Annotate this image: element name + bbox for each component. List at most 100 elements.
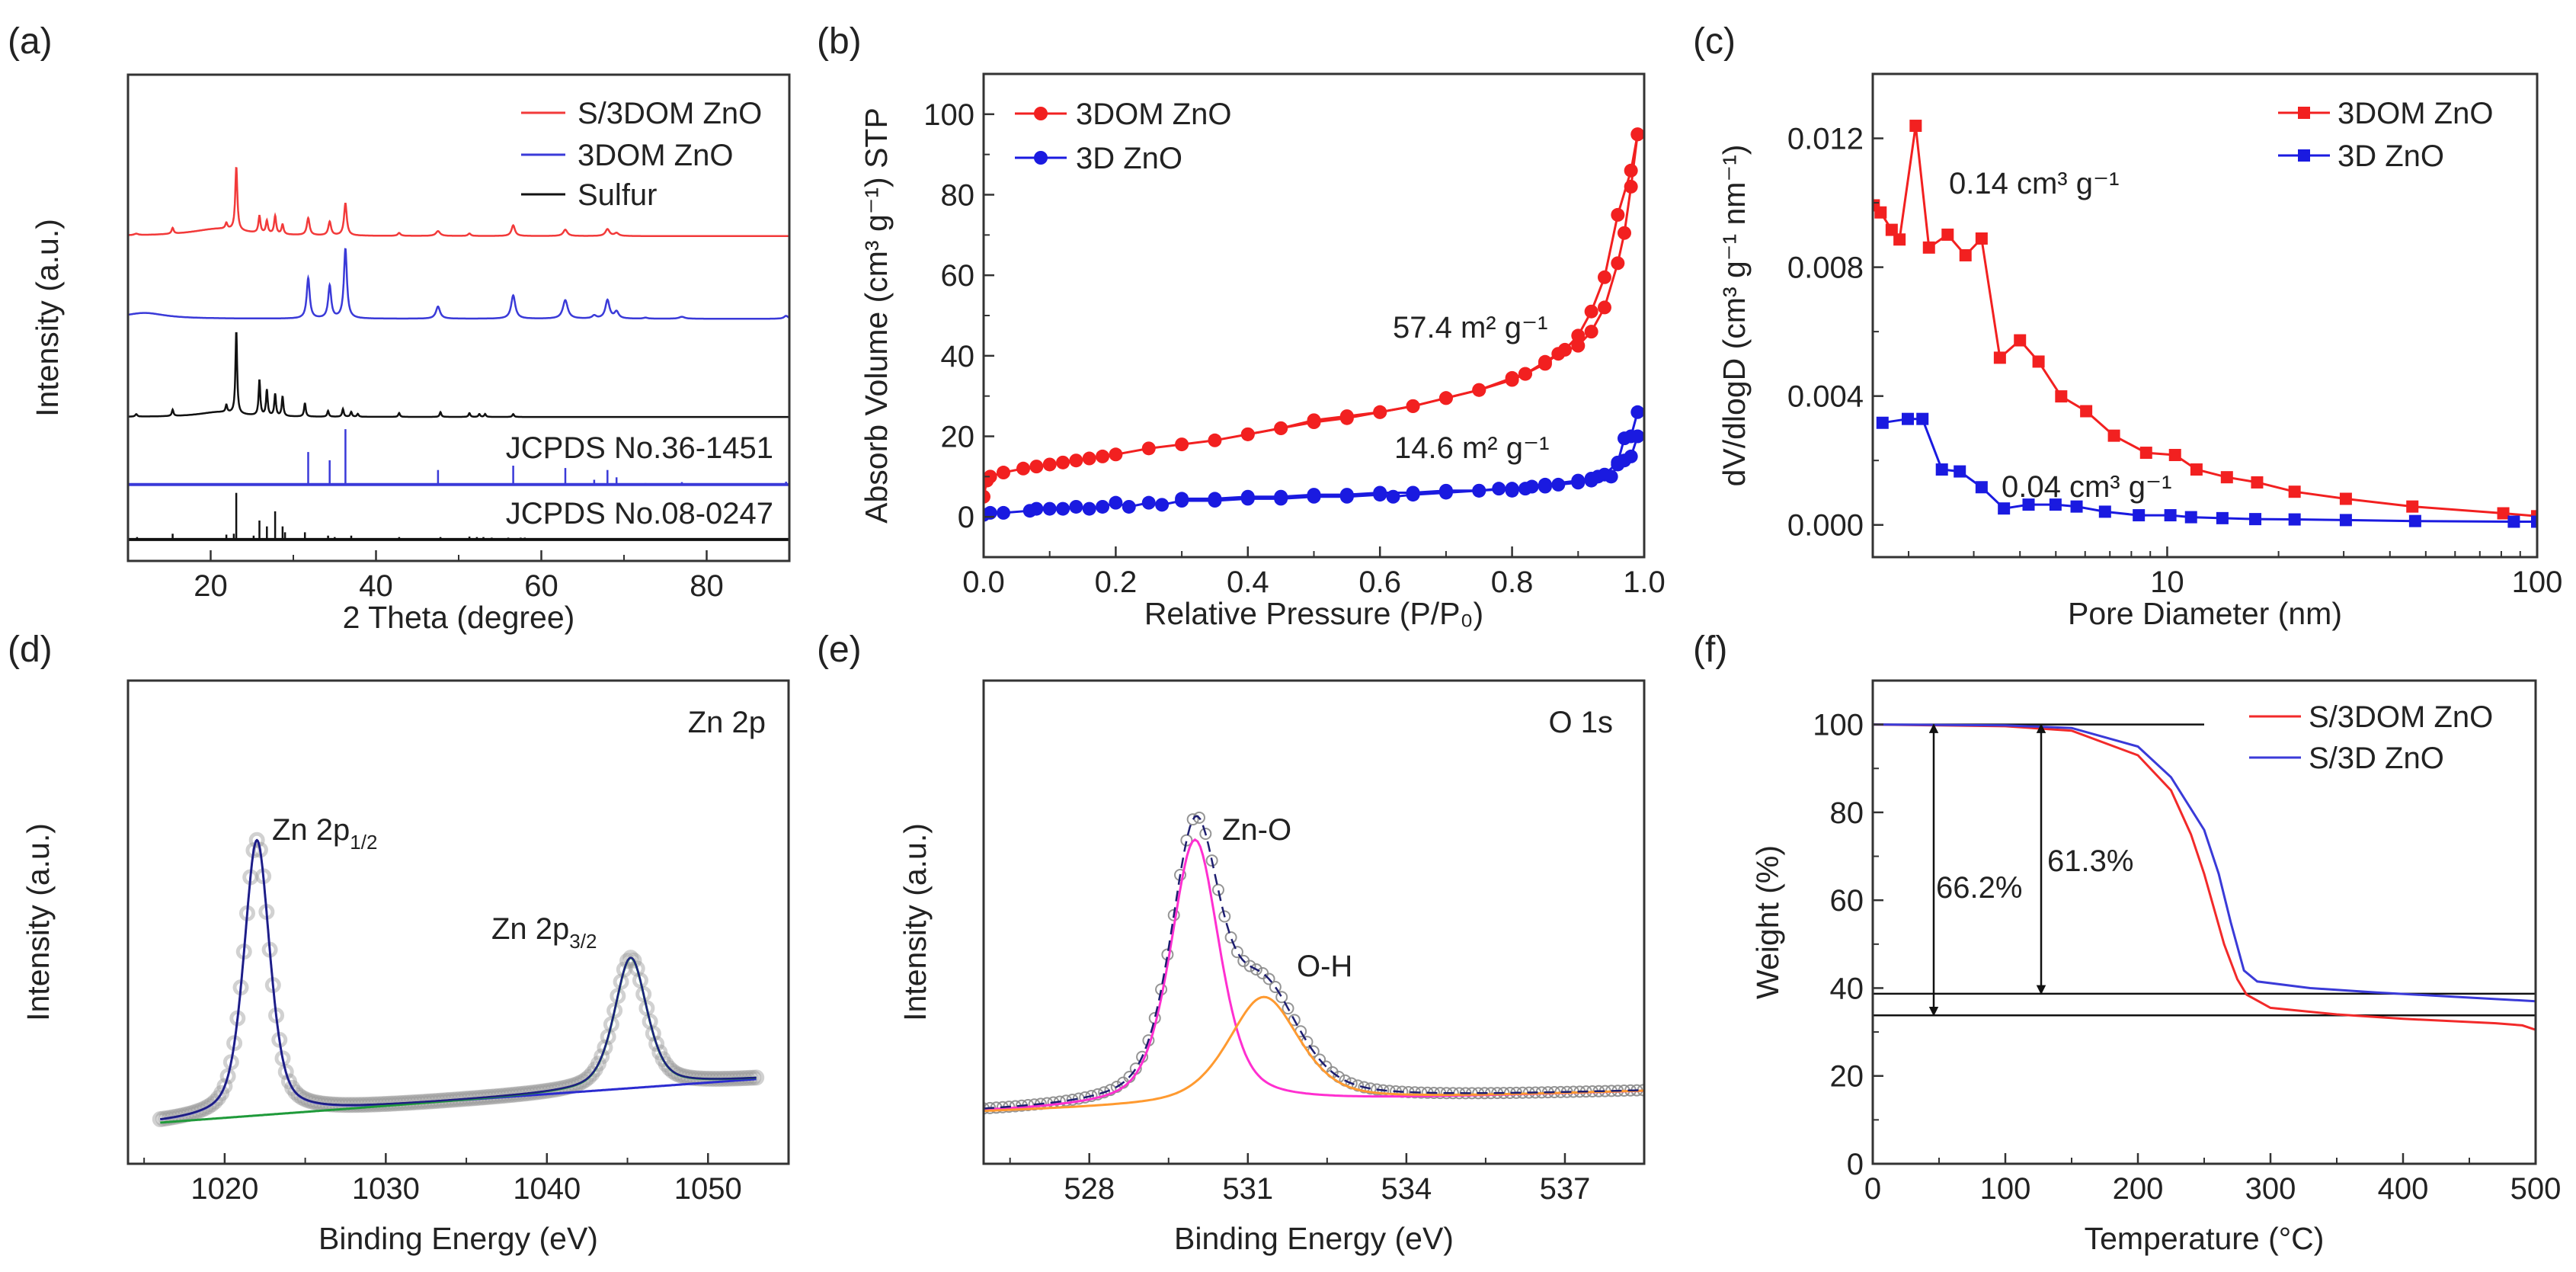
x-tick-label: 0.2: [1095, 566, 1138, 599]
legend-label: S/3DOM ZnO: [578, 97, 762, 130]
raw-point: [590, 1056, 606, 1072]
tga-curve-s-3dom-zno: [1873, 723, 2536, 1031]
data-point: [1096, 499, 1110, 514]
data-point: [1406, 399, 1420, 413]
data-point: [1141, 495, 1156, 510]
y-axis-title: Intensity (a.u.): [30, 219, 65, 417]
y-axis-title: Absorb Volume (cm³ g⁻¹) STP: [859, 107, 894, 524]
data-point: [1307, 413, 1321, 428]
raw-point: [597, 1039, 613, 1056]
raw-point: [667, 1065, 684, 1081]
plot-frame: [1871, 72, 2539, 559]
panel-label: (a): [8, 21, 53, 62]
plot-frame: [126, 679, 790, 1165]
raw-point: [300, 1092, 317, 1109]
data-point: [1029, 501, 1044, 516]
x-tick-label: 0.0: [962, 566, 1005, 599]
raw-point: [1364, 1082, 1377, 1095]
data-point: [1016, 461, 1031, 476]
data-point: [1096, 449, 1110, 463]
fit-envelope: [984, 815, 1644, 1110]
legend: S/3DOM ZnO S/3D ZnO: [2249, 700, 2493, 775]
raw-point: [248, 831, 265, 848]
raw-point: [203, 1096, 220, 1113]
plot-frame: [982, 679, 1646, 1165]
data-point: [2014, 334, 2027, 347]
data-point: [1240, 489, 1255, 504]
data-point: [2080, 405, 2093, 418]
data-point: [1935, 463, 1948, 476]
data-point: [1155, 498, 1170, 512]
raw-point: [306, 1094, 323, 1110]
data-point: [1975, 481, 1988, 494]
data-point: [2190, 463, 2203, 476]
x-tick-label: 531: [1222, 1172, 1273, 1206]
y-tick-label: 40: [1830, 972, 1864, 1005]
raw-point: [645, 1025, 661, 1042]
weight-loss-label: 66.2%: [1936, 871, 2022, 905]
data-point: [1611, 207, 1625, 222]
x-tick-label: 20: [194, 569, 228, 603]
raw-point: [629, 960, 645, 977]
series-sulfur: [128, 332, 789, 418]
data-point: [1885, 223, 1898, 236]
y-tick-label: 80: [941, 179, 975, 213]
data-point: [1571, 338, 1586, 353]
raw-point: [648, 1036, 665, 1053]
raw-point: [603, 1016, 619, 1033]
raw-point: [200, 1098, 217, 1115]
x-axis-title: Relative Pressure (P/P₀): [1144, 596, 1483, 631]
x-tick-label: 537: [1540, 1172, 1591, 1206]
x-tick-label: 500: [2510, 1172, 2562, 1206]
data-point: [1611, 256, 1625, 271]
raw-point: [664, 1062, 681, 1079]
raw-point: [210, 1090, 226, 1107]
raw-point: [213, 1085, 230, 1101]
x-tick-label: 1020: [190, 1172, 258, 1206]
raw-point: [1091, 1088, 1104, 1101]
data-point: [1617, 431, 1631, 446]
raw-point: [219, 1068, 236, 1085]
x-tick-label: 1050: [674, 1172, 742, 1206]
panel-label: (e): [817, 630, 862, 670]
plot-area: [984, 127, 1644, 522]
data-point: [1042, 501, 1057, 516]
data-point: [984, 489, 990, 504]
raw-point: [642, 1013, 658, 1030]
data-point: [1893, 233, 1906, 246]
y-tick-label: 0.012: [1787, 123, 1864, 156]
raw-point: [587, 1061, 603, 1078]
plot-area: [152, 831, 765, 1128]
x-axis-title: Binding Energy (eV): [1174, 1221, 1454, 1256]
legend-label: 3DOM ZnO: [578, 139, 733, 172]
x-axis-title: Pore Diameter (nm): [2068, 596, 2342, 631]
data-point: [1029, 460, 1044, 474]
raw-point: [1098, 1086, 1111, 1099]
panel-b: (b) 0.0 0.2 0.4 0.6 0.8 1.0 0 20 40 60 80 100 Relativ…: [817, 21, 1666, 631]
data-point: [997, 505, 1011, 520]
peak-label: O-H: [1297, 950, 1352, 983]
data-point: [1916, 412, 1929, 425]
raw-point: [1224, 931, 1237, 944]
raw-data: [152, 831, 765, 1128]
x-axis: 0.0 0.2 0.4 0.6 0.8 1.0: [962, 546, 1666, 599]
raw-point: [222, 1054, 239, 1071]
data-point: [2139, 447, 2152, 460]
data-point: [2408, 514, 2421, 527]
raw-point: [1205, 854, 1218, 867]
y-tick-label: 20: [941, 421, 975, 454]
pore-volume-annotation: 0.14 cm³ g⁻¹: [1949, 167, 2119, 200]
raw-point: [1250, 963, 1262, 976]
data-point: [997, 466, 1011, 480]
spectrum-label: O 1s: [1549, 706, 1613, 739]
data-point: [1208, 433, 1222, 447]
data-point: [1082, 451, 1096, 466]
data-point: [1122, 499, 1136, 514]
panel-label: (d): [8, 630, 53, 670]
data-point: [1109, 495, 1123, 510]
series-3d-zno: [984, 405, 1644, 522]
data-point: [1954, 465, 1966, 478]
data-point: [1307, 488, 1321, 502]
data-point: [2339, 514, 2352, 527]
raw-point: [606, 1002, 623, 1019]
